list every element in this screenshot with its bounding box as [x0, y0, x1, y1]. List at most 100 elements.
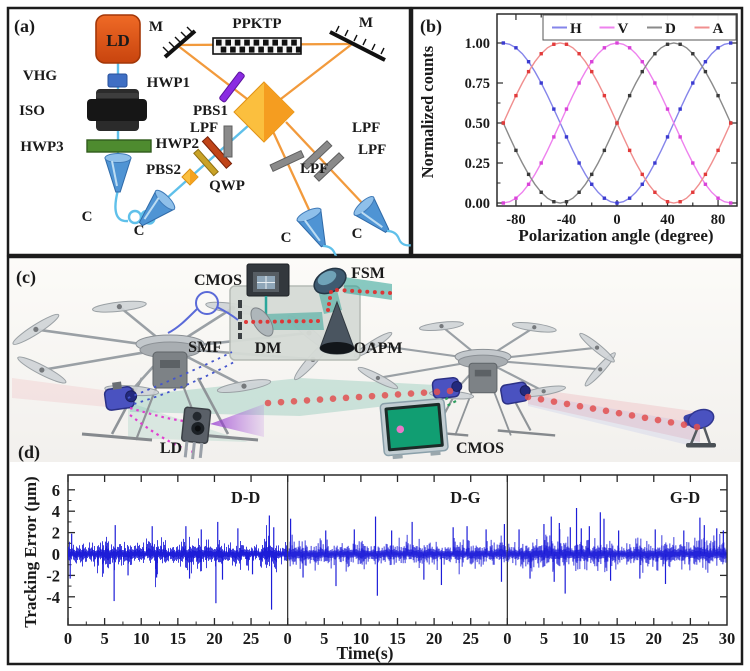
- panel-d-letter: (d): [18, 442, 40, 463]
- series-marker-A: [678, 200, 682, 204]
- series-marker-H: [552, 107, 556, 111]
- series-marker-H: [728, 41, 733, 45]
- rotor-motor: [39, 367, 45, 373]
- series-marker-H: [590, 182, 594, 186]
- lpf-vertical-label: LPF: [190, 120, 218, 136]
- beacon-dot: [589, 405, 597, 412]
- beacon-dot: [303, 397, 311, 404]
- beacon-dot: [265, 319, 270, 324]
- series-marker-H: [577, 161, 581, 165]
- drone-body-detail: [474, 369, 492, 377]
- x-tick-label: 5: [320, 629, 328, 648]
- x-tick-label: 20: [646, 629, 663, 648]
- series-marker-H: [539, 81, 543, 85]
- series-marker-H: [665, 135, 670, 139]
- beacon-dot: [394, 391, 402, 398]
- blue-link-overlay: [528, 394, 700, 448]
- y-tick-label: 4: [52, 502, 60, 521]
- hwp1-plate: [219, 71, 245, 103]
- series-marker-A: [703, 172, 708, 177]
- dm-label: DM: [255, 340, 282, 357]
- beacon-dot: [680, 421, 688, 428]
- series-marker-A: [602, 93, 607, 98]
- y-tick-label: 0: [52, 545, 60, 564]
- beacon-dot: [365, 289, 370, 294]
- beacon-dot: [654, 416, 662, 424]
- series-marker-A: [514, 93, 518, 98]
- y-tick-label: 0.00: [465, 196, 490, 212]
- series-marker-D: [653, 52, 657, 56]
- free-space-beams: [12, 378, 700, 448]
- series-marker-H: [602, 196, 607, 200]
- x-tick-label: 20: [426, 629, 443, 648]
- beacon-dot: [380, 290, 385, 295]
- lpf-vertical: [223, 125, 233, 158]
- series-marker-D: [627, 93, 632, 98]
- legend-label-D: D: [665, 21, 676, 37]
- beacon-dot: [335, 288, 339, 292]
- series-marker-V: [703, 182, 708, 186]
- collimator-3-label: C: [281, 230, 292, 246]
- rotor-motor: [241, 383, 247, 389]
- mirror-left-hatch: [162, 26, 193, 53]
- series-marker-A: [577, 52, 581, 56]
- series-marker-V: [640, 60, 644, 64]
- y-tick-label: 6: [52, 481, 60, 500]
- chart-b-ylabel: Normalized counts: [418, 45, 437, 178]
- lpf-diag-pair-1: [301, 140, 333, 170]
- panel-a-letter: (a): [14, 16, 35, 37]
- x-tick-label: 0: [503, 629, 511, 648]
- beacon-dot: [667, 419, 675, 426]
- isolator: [87, 89, 147, 131]
- lpf-single-label: LPF: [300, 161, 328, 177]
- fiber-callout-2: [133, 360, 237, 405]
- x-tick-label: 25: [682, 629, 699, 648]
- hwp1-label: HWP1: [147, 75, 190, 91]
- beacon-dot: [641, 414, 649, 422]
- beacon-dot: [290, 397, 298, 405]
- x-tick-label: 0: [613, 212, 620, 228]
- iso-label: ISO: [19, 103, 45, 119]
- beacon-dot: [693, 423, 701, 431]
- beacon-dot: [357, 289, 362, 294]
- collimator-3: [296, 207, 326, 248]
- ppktp-crystal: [212, 37, 302, 55]
- x-tick-label: 15: [170, 629, 187, 648]
- drone-body: [152, 351, 188, 389]
- series-marker-A: [590, 69, 594, 74]
- pink-link-beam: [528, 388, 700, 442]
- fiber-callout-1: [127, 351, 233, 399]
- fsm-mirror: [313, 267, 347, 295]
- series-marker-A: [552, 42, 556, 46]
- series-marker-D: [552, 200, 556, 204]
- beacon-dot: [342, 394, 350, 402]
- ppktp-domains: [216, 39, 302, 53]
- collimator-2: [138, 189, 176, 227]
- series-marker-A: [526, 69, 531, 74]
- y-tick-label: 0.75: [465, 76, 490, 92]
- drone-leg: [134, 387, 158, 441]
- panel-b-letter: (b): [420, 16, 442, 37]
- x-tick-label: 20: [206, 629, 223, 648]
- panel-cd: (c) (d): [6, 255, 744, 666]
- rotor-motor: [33, 326, 39, 333]
- series-marker-A: [716, 148, 720, 153]
- series-marker-V: [665, 107, 670, 111]
- y-tick-label: 2: [52, 524, 60, 543]
- drone-body: [468, 362, 498, 394]
- beacon-dot: [327, 302, 331, 306]
- series-marker-A: [501, 121, 506, 125]
- x-tick-label: 5: [540, 629, 548, 648]
- y-tick-label: -2: [46, 566, 60, 585]
- cmos-module-label: CMOS: [194, 272, 242, 289]
- series-marker-V: [526, 182, 531, 186]
- rotor-motor: [598, 367, 603, 372]
- series-marker-D: [703, 69, 708, 74]
- drone-skid: [497, 429, 556, 437]
- cmos-screen-label: CMOS: [456, 440, 504, 457]
- rotor-motor: [375, 375, 381, 381]
- pbs1-cube: [233, 81, 295, 143]
- green-link-beam: [130, 378, 455, 416]
- series-marker-H: [501, 41, 506, 45]
